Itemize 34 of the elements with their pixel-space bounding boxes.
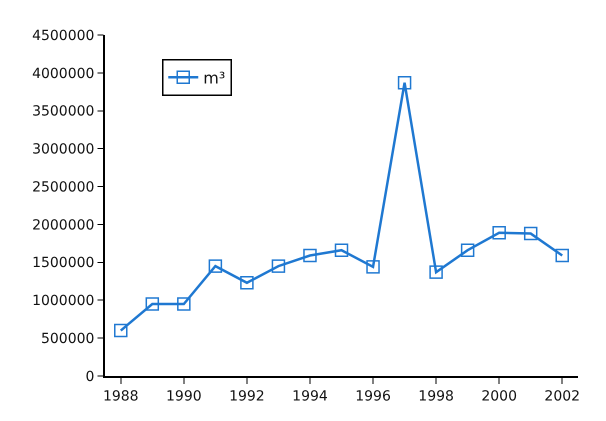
y-tick-label: 2500000	[32, 179, 94, 196]
point	[334, 243, 348, 257]
x-tick-label: 2000	[481, 388, 517, 405]
x-tick-label: 1996	[355, 388, 391, 405]
y-tick-label: 1500000	[32, 255, 94, 272]
point	[303, 248, 317, 262]
y-tick-label: 4500000	[32, 28, 94, 44]
point	[114, 324, 128, 338]
point	[272, 259, 286, 273]
x-tick-label: 1988	[102, 388, 139, 405]
y-tick-label: 3500000	[32, 104, 94, 120]
x-tick-label: 1994	[292, 388, 328, 405]
point	[398, 76, 412, 90]
x-tick-label: 1992	[229, 388, 265, 405]
point	[524, 226, 538, 240]
y-tick-label: 4000000	[32, 66, 94, 82]
y-tick-label: 0	[86, 368, 94, 385]
point	[146, 297, 160, 311]
point	[460, 243, 474, 257]
point	[240, 276, 254, 290]
point	[492, 226, 506, 240]
y-tick-label: 2000000	[32, 217, 94, 234]
y-tick-label: 500000	[40, 331, 94, 348]
x-tick-label: 1998	[418, 388, 454, 405]
point	[366, 260, 380, 274]
y-tick-label: 1000000	[32, 293, 94, 310]
x-tick-label: 2002	[544, 388, 580, 405]
point	[177, 297, 191, 311]
y-tick-label: 3000000	[32, 142, 94, 158]
point	[429, 265, 443, 279]
legend-label: m³	[203, 68, 226, 88]
x-tick-label: 1990	[166, 388, 202, 405]
point	[208, 259, 222, 273]
point	[555, 248, 569, 262]
